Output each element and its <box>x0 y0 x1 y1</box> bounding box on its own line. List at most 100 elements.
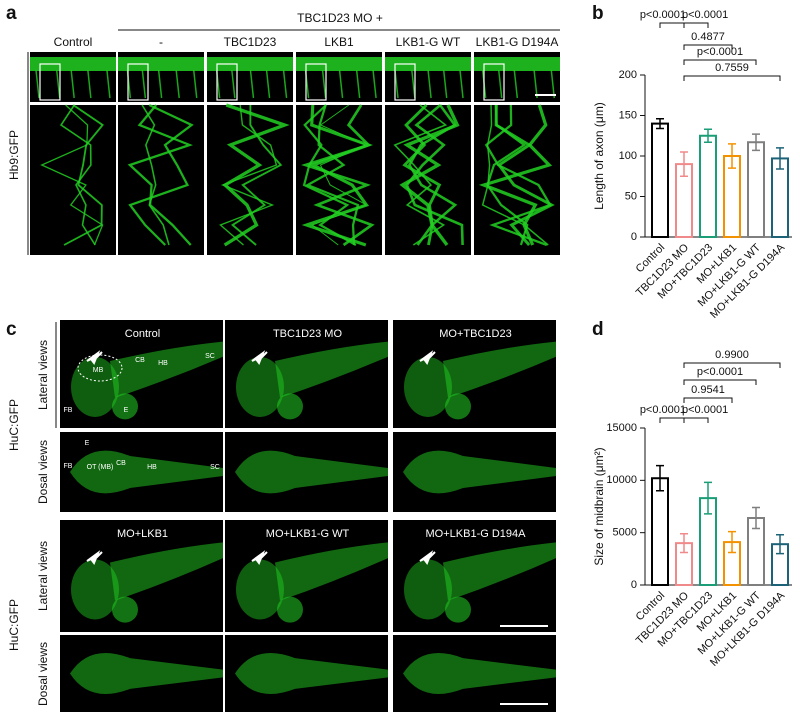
image-detail <box>277 596 303 623</box>
significance-bracket <box>683 59 757 65</box>
p-value-label: p<0.0001 <box>697 46 743 58</box>
image <box>118 105 204 255</box>
bar <box>747 141 765 238</box>
arrow <box>86 550 103 566</box>
panel-label: a <box>6 3 17 24</box>
image-detail <box>236 356 284 417</box>
inset-box <box>483 63 505 101</box>
y-tick-label: 15000 <box>606 422 637 434</box>
image-detail <box>236 559 284 620</box>
significance-bracket <box>683 417 709 423</box>
row-label: Dosal views <box>36 440 50 504</box>
column-label: Control <box>54 35 93 49</box>
row-label: Lateral views <box>36 541 50 611</box>
annotation: SC <box>210 464 220 471</box>
image-detail <box>404 356 452 417</box>
image-detail <box>249 69 255 99</box>
image-detail <box>222 103 290 247</box>
image-detail <box>35 69 40 99</box>
annotation: CB <box>116 460 126 467</box>
image-detail <box>486 104 529 246</box>
image-detail <box>301 104 375 247</box>
arrow <box>251 350 268 366</box>
error-bar <box>728 530 736 554</box>
error-bar <box>704 128 712 143</box>
y-tick-label: 10000 <box>606 474 637 486</box>
image-detail <box>40 104 104 246</box>
column-label: MO+LKB1-G D194A <box>426 528 527 540</box>
error-bar <box>776 147 784 170</box>
image-detail <box>372 69 377 99</box>
image-detail <box>403 652 556 695</box>
group-label: TBC1D23 MO + <box>297 11 383 25</box>
image-detail <box>70 652 223 695</box>
image-detail <box>497 69 503 99</box>
image-detail <box>355 69 361 99</box>
image-detail <box>230 104 283 246</box>
image-detail <box>459 69 464 99</box>
image-detail <box>411 69 416 99</box>
error-bar <box>680 151 688 177</box>
image-detail <box>70 69 75 99</box>
outline <box>77 354 123 382</box>
significance-bracket <box>659 22 685 28</box>
p-value-label: p<0.0001 <box>640 404 686 416</box>
annotation: OT (MB) <box>87 464 114 471</box>
image-detail <box>445 393 471 420</box>
image-detail <box>192 69 198 99</box>
panel-label: b <box>592 3 604 24</box>
significance-bracket <box>659 417 685 423</box>
row-label: Lateral views <box>36 340 50 410</box>
image-detail <box>112 393 138 420</box>
annotation: SC <box>205 353 215 360</box>
y-tick-label: 5000 <box>613 527 637 539</box>
column-label: LKB1-G WT <box>396 35 461 49</box>
annotation: HB <box>147 464 157 471</box>
inset-box <box>305 63 327 101</box>
p-value-label: 0.9900 <box>715 349 749 361</box>
image-detail <box>87 69 92 99</box>
p-value-label: 0.9541 <box>691 384 725 396</box>
image-detail <box>141 104 170 246</box>
error-bar <box>656 117 664 130</box>
annotation: MB <box>93 367 104 374</box>
image-detail <box>513 69 519 99</box>
image-detail <box>302 104 357 246</box>
image-detail <box>128 103 194 246</box>
image-band <box>118 57 204 71</box>
image-detail <box>265 69 271 99</box>
annotation: FB <box>64 463 73 470</box>
arrow <box>251 550 268 566</box>
image-detail <box>550 69 556 99</box>
p-value-label: 0.4877 <box>691 31 725 43</box>
image-detail <box>282 69 288 99</box>
error-bar <box>776 534 784 555</box>
inset-box <box>394 63 416 101</box>
y-tick-label: 100 <box>619 150 637 162</box>
column-label: MO+TBC1D23 <box>439 328 511 340</box>
bar <box>771 157 789 238</box>
significance-bracket <box>683 44 733 50</box>
y-axis-label: Size of midbrain (μm²) <box>592 447 606 565</box>
p-value-label: p<0.0001 <box>697 366 743 378</box>
image-detail <box>405 104 464 246</box>
image-band <box>296 57 382 71</box>
image-detail <box>110 341 223 398</box>
p-value-label: p<0.0001 <box>682 404 728 416</box>
image-band <box>474 57 560 71</box>
image-detail <box>71 559 119 620</box>
bar <box>699 134 717 238</box>
significance-bracket <box>683 379 757 385</box>
error-bar <box>728 143 736 169</box>
image-detail <box>110 542 223 601</box>
y-tick-label: 50 <box>625 190 637 202</box>
significance-bracket <box>683 22 709 28</box>
image-detail <box>157 69 163 99</box>
inset-box <box>39 63 61 101</box>
row-label: Hb9:GFP <box>7 130 21 180</box>
image-detail <box>404 559 452 620</box>
error-bar <box>680 532 688 554</box>
image-detail <box>321 69 327 99</box>
image-detail <box>393 104 448 246</box>
